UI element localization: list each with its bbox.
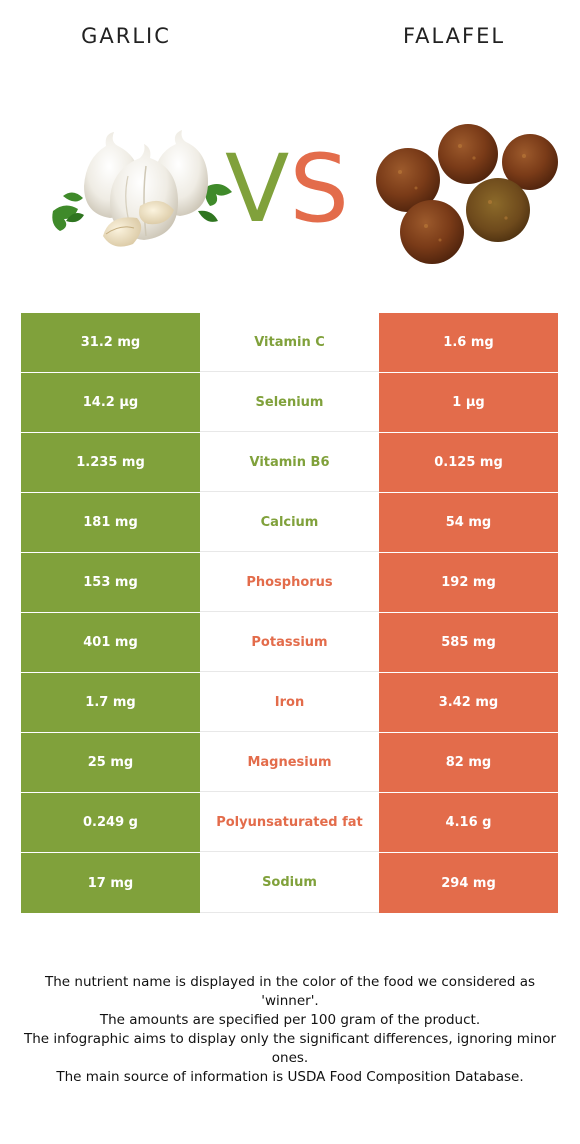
table-row: 25 mg Magnesium 82 mg — [21, 733, 558, 793]
table-row: 401 mg Potassium 585 mg — [21, 613, 558, 673]
left-value: 181 mg — [21, 493, 200, 552]
table-row: 1.235 mg Vitamin B6 0.125 mg — [21, 433, 558, 493]
garlic-image — [52, 130, 232, 247]
left-value: 1.235 mg — [21, 433, 200, 492]
table-row: 181 mg Calcium 54 mg — [21, 493, 558, 553]
nutrient-name: Potassium — [200, 613, 379, 672]
table-row: 31.2 mg Vitamin C 1.6 mg — [21, 313, 558, 373]
vs-badge: VS — [225, 135, 349, 235]
left-food-title: GARLIC — [81, 24, 171, 48]
nutrient-name: Polyunsaturated fat — [200, 793, 379, 852]
nutrient-name: Vitamin C — [200, 313, 379, 372]
right-value: 0.125 mg — [379, 433, 558, 492]
left-value: 1.7 mg — [21, 673, 200, 732]
left-value: 153 mg — [21, 553, 200, 612]
nutrient-name: Vitamin B6 — [200, 433, 379, 492]
left-value: 14.2 µg — [21, 373, 200, 432]
left-value: 401 mg — [21, 613, 200, 672]
right-value: 1 µg — [379, 373, 558, 432]
right-value: 585 mg — [379, 613, 558, 672]
table-row: 0.249 g Polyunsaturated fat 4.16 g — [21, 793, 558, 853]
right-value: 192 mg — [379, 553, 558, 612]
nutrient-name: Selenium — [200, 373, 379, 432]
table-row: 1.7 mg Iron 3.42 mg — [21, 673, 558, 733]
table-row: 17 mg Sodium 294 mg — [21, 853, 558, 913]
nutrient-name: Calcium — [200, 493, 379, 552]
left-value: 0.249 g — [21, 793, 200, 852]
vs-label: VS — [225, 135, 349, 235]
table-row: 153 mg Phosphorus 192 mg — [21, 553, 558, 613]
nutrient-name: Iron — [200, 673, 379, 732]
right-value: 1.6 mg — [379, 313, 558, 372]
right-value: 294 mg — [379, 853, 558, 913]
footnote: The infographic aims to display only the… — [23, 1031, 557, 1066]
comparison-table: 31.2 mg Vitamin C 1.6 mg 14.2 µg Seleniu… — [21, 313, 558, 913]
left-value: 25 mg — [21, 733, 200, 792]
table-row: 14.2 µg Selenium 1 µg — [21, 373, 558, 433]
left-value: 17 mg — [21, 853, 200, 913]
right-value: 3.42 mg — [379, 673, 558, 732]
footnote: The amounts are specified per 100 gram o… — [99, 1012, 481, 1028]
right-food-title: FALAFEL — [402, 24, 506, 48]
nutrient-name: Phosphorus — [200, 553, 379, 612]
footnote: The nutrient name is displayed in the co… — [44, 974, 536, 1009]
nutrient-name: Sodium — [200, 853, 379, 913]
falafel-image — [376, 124, 558, 264]
left-value: 31.2 mg — [21, 313, 200, 372]
footnotes: The nutrient name is displayed in the co… — [16, 973, 564, 1087]
right-value: 82 mg — [379, 733, 558, 792]
right-value: 4.16 g — [379, 793, 558, 852]
nutrient-name: Magnesium — [200, 733, 379, 792]
footnote: The main source of information is USDA F… — [56, 1069, 524, 1085]
right-value: 54 mg — [379, 493, 558, 552]
